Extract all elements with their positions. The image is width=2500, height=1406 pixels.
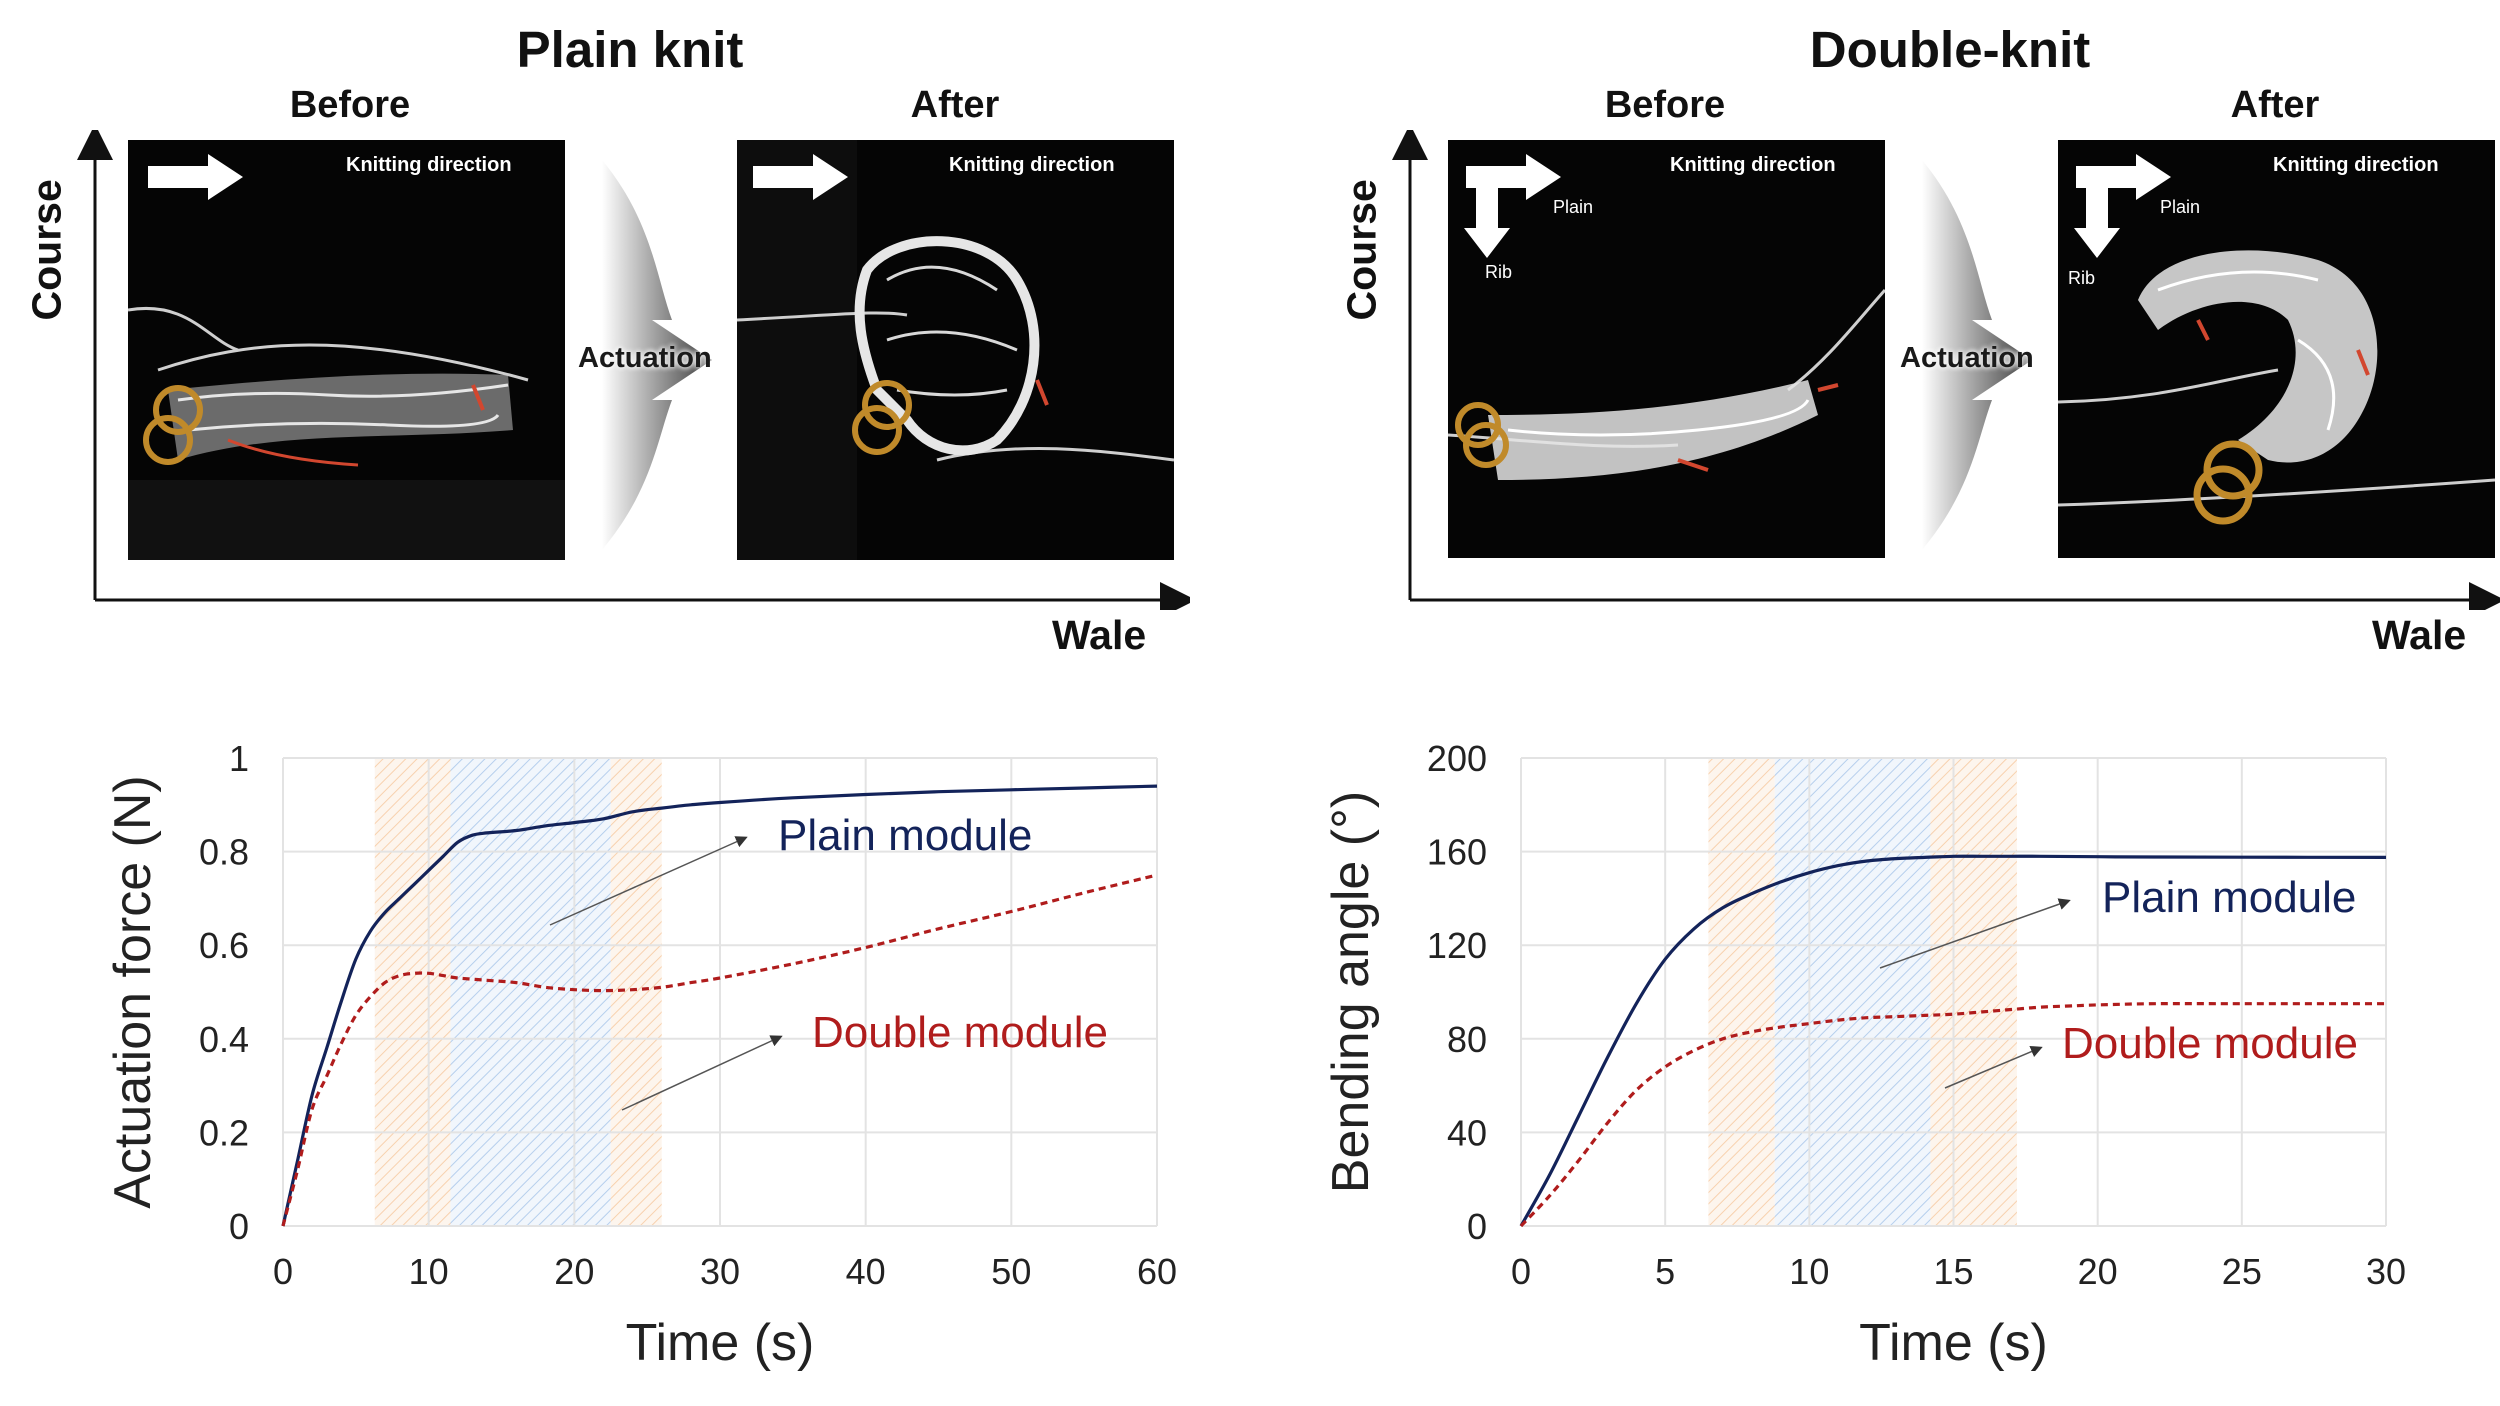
wale-label-double: Wale (2372, 612, 2467, 658)
series-line-double-module (1519, 1002, 2386, 1228)
knitting-direction-label: Knitting direction (346, 154, 512, 176)
y-tick-label: 40 (1447, 1112, 1487, 1153)
arrow-right-icon (148, 154, 243, 200)
arrow-right-icon (2076, 154, 2171, 200)
annotation-arrow (1879, 898, 2071, 969)
x-tick-label: 20 (554, 1251, 594, 1292)
x-tick-label: 60 (1137, 1251, 1177, 1292)
x-tick-label: 10 (409, 1251, 449, 1292)
y-tick-label: 200 (1427, 738, 1487, 779)
phase-band-orange (1930, 758, 2017, 1226)
actuation-arrow-plain (602, 160, 712, 550)
x-tick-label: 30 (2366, 1251, 2406, 1292)
phase-band-blue (1774, 758, 1931, 1226)
plain-direction-label: Plain (2160, 197, 2201, 217)
x-tick-label: 50 (991, 1251, 1031, 1292)
wale-label-plain: Wale (1052, 612, 1147, 658)
annotation-arrow (1944, 1045, 2043, 1089)
after-label-double: After (2230, 84, 2320, 126)
knitting-direction-label: Knitting direction (949, 154, 1115, 176)
y-tick-label: 0.8 (199, 832, 249, 873)
knitting-direction-label: Knitting direction (2273, 154, 2439, 176)
actuation-arrow-double (1922, 160, 2032, 550)
phase-band-orange (610, 758, 662, 1226)
y-tick-label: 0 (1467, 1206, 1487, 1247)
phase-band-orange (374, 758, 451, 1226)
y-tick-label: 80 (1447, 1019, 1487, 1060)
x-tick-label: 0 (1511, 1251, 1531, 1292)
y-tick-label: 0.6 (199, 925, 249, 966)
annotation-arrow (549, 836, 748, 926)
actuation-force-chart: 0 10 20 30 40 50 60 0 0.2 0.4 0.6 0.8 1 Time (s) Actua… (104, 738, 1177, 1372)
arrow-down-icon (2074, 188, 2120, 258)
annotation-arrow (621, 1035, 783, 1111)
y-tick-label: 0 (229, 1206, 249, 1247)
panel-title-plain-knit: Plain knit (516, 21, 744, 78)
y-axis-label: Bending angle (°) (1322, 791, 1380, 1193)
course-label-plain: Course (23, 179, 70, 321)
series-line-plain-module (1519, 854, 2387, 1227)
x-tick-label: 20 (2078, 1251, 2118, 1292)
series-line-double-module (281, 873, 1158, 1227)
arrow-right-icon (1466, 154, 1561, 200)
course-wale-axes-plain (77, 130, 1190, 610)
plain-direction-label: Plain (1553, 197, 1594, 217)
y-tick-label: 160 (1427, 832, 1487, 873)
y-tick-label: 1 (229, 738, 249, 779)
before-label-plain: Before (289, 84, 411, 126)
arrow-down-icon (1464, 188, 1510, 258)
after-label-plain: After (910, 84, 1000, 126)
photo-plain-after: Knitting direction (737, 140, 1174, 560)
rib-direction-label: Rib (2068, 268, 2096, 288)
phase-band-orange (1708, 758, 1775, 1226)
rib-direction-label: Rib (1485, 262, 1513, 282)
phase-band-blue (450, 758, 611, 1226)
course-label-double: Course (1338, 179, 1385, 321)
arrow-right-icon (753, 154, 848, 200)
annotation-plain-module: Plain module (778, 811, 1032, 860)
before-label-double: Before (1604, 84, 1726, 126)
x-tick-label: 5 (1655, 1251, 1675, 1292)
photo-double-after: Knitting direction Plain Rib (2058, 140, 2495, 558)
bending-angle-chart: 0 5 10 15 20 25 30 0 40 80 120 160 200 Time (s) Bendin… (1322, 738, 2406, 1372)
x-tick-label: 10 (1789, 1251, 1829, 1292)
y-tick-label: 120 (1427, 925, 1487, 966)
knitting-direction-label: Knitting direction (1670, 154, 1836, 176)
series-line-plain-module (281, 784, 1158, 1227)
photo-plain-before: Knitting direction (128, 140, 565, 560)
annotation-double-module: Double module (2062, 1019, 2358, 1068)
y-axis-label: Actuation force (N) (104, 775, 162, 1209)
x-tick-label: 30 (700, 1251, 740, 1292)
x-tick-label: 40 (846, 1251, 886, 1292)
x-tick-label: 25 (2222, 1251, 2262, 1292)
y-tick-label: 0.4 (199, 1019, 249, 1060)
course-wale-axes-double (1392, 130, 2500, 610)
actuation-label-double: Actuation (1900, 342, 2034, 374)
x-axis-label: Time (s) (626, 1314, 815, 1372)
x-axis-label: Time (s) (1859, 1314, 2048, 1372)
x-tick-label: 0 (273, 1251, 293, 1292)
photo-double-before: Knitting direction Plain Rib (1448, 140, 1885, 558)
annotation-double-module: Double module (812, 1008, 1108, 1057)
actuation-label-plain: Actuation (578, 342, 712, 374)
panel-title-double-knit: Double-knit (1809, 21, 2091, 78)
annotation-plain-module: Plain module (2102, 873, 2356, 922)
y-tick-label: 0.2 (199, 1112, 249, 1153)
x-tick-label: 15 (1933, 1251, 1973, 1292)
